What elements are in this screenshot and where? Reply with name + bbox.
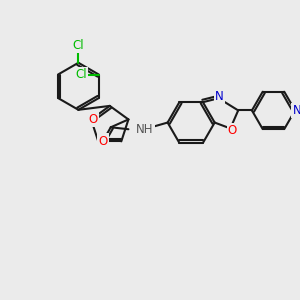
Text: Cl: Cl <box>73 39 84 52</box>
Text: N: N <box>292 104 300 117</box>
Text: Cl: Cl <box>75 68 87 81</box>
Text: O: O <box>228 124 237 137</box>
Text: O: O <box>98 134 108 148</box>
Text: O: O <box>88 113 98 126</box>
Text: N: N <box>215 90 224 103</box>
Text: NH: NH <box>136 123 154 136</box>
